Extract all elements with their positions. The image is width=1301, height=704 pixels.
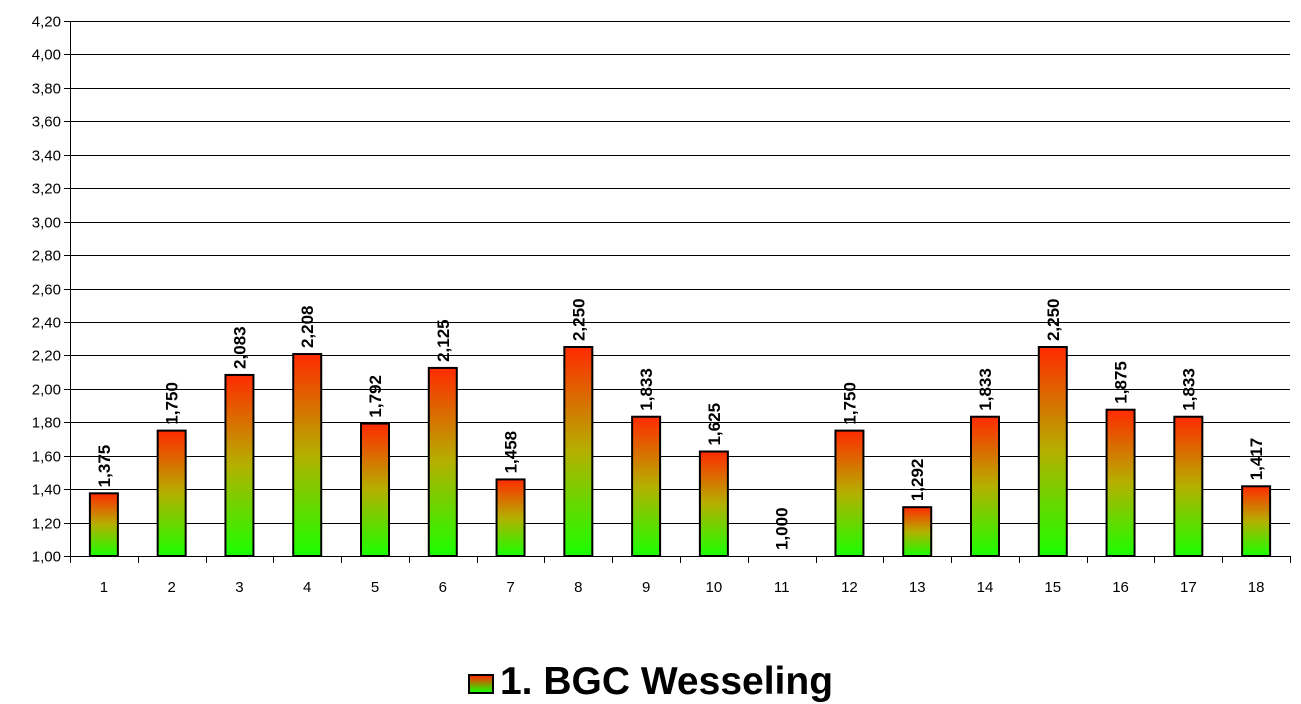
bar xyxy=(1173,415,1204,557)
bar xyxy=(834,429,865,557)
data-label: 1,000 xyxy=(773,507,792,550)
gridlines xyxy=(70,21,1290,557)
y-tick-label: 1,60 xyxy=(32,449,61,466)
bar xyxy=(970,415,1000,557)
data-label: 1,833 xyxy=(976,368,995,411)
y-tick-label: 3,00 xyxy=(32,215,61,232)
x-tick-label: 10 xyxy=(706,579,723,596)
data-label: 2,250 xyxy=(1044,298,1063,341)
y-axis: 1,00 1,20 1,40 1,60 1,80 2,00 2,20 2,40 2,60 2,80… xyxy=(32,14,71,566)
y-tick-label: 2,60 xyxy=(32,282,61,299)
y-tick-label: 2,00 xyxy=(32,382,61,399)
data-label: 2,125 xyxy=(434,319,453,362)
x-tick-label: 2 xyxy=(167,579,175,596)
bar xyxy=(1037,346,1068,557)
bar xyxy=(563,346,594,557)
bar xyxy=(1105,408,1136,557)
data-label: 2,208 xyxy=(298,305,317,348)
data-label: 1,792 xyxy=(366,375,385,418)
data-label: 1,750 xyxy=(840,382,859,425)
data-labels: 1,375 1,750 2,083 2,208 1,792 2,125 1,458 2,250… xyxy=(95,298,1266,550)
data-label: 1,625 xyxy=(705,403,724,446)
bar xyxy=(156,429,187,557)
data-label: 1,833 xyxy=(1179,368,1198,411)
bar xyxy=(1241,485,1272,557)
y-tick-label: 2,20 xyxy=(32,348,61,365)
y-tick-label: 4,00 xyxy=(32,47,61,64)
bar-chart: 1,00 1,20 1,40 1,60 1,80 2,00 2,20 2,40 2,60 2,80… xyxy=(32,14,1291,596)
x-tick-label: 17 xyxy=(1180,579,1197,596)
data-label: 1,417 xyxy=(1247,438,1266,481)
y-tick-label: 2,40 xyxy=(32,315,61,332)
bar xyxy=(427,366,458,557)
data-label: 2,250 xyxy=(569,298,588,341)
x-tick-label: 18 xyxy=(1248,579,1265,596)
y-tick-label: 1,40 xyxy=(32,482,61,499)
bar xyxy=(360,422,390,557)
x-tick-label: 12 xyxy=(841,579,858,596)
x-tick-label: 14 xyxy=(977,579,994,596)
x-tick-label: 1 xyxy=(100,579,108,596)
bar xyxy=(902,506,933,557)
y-tick-label: 3,60 xyxy=(32,114,61,131)
data-label: 1,375 xyxy=(95,445,114,488)
bar xyxy=(495,478,526,558)
y-tick-label: 2,80 xyxy=(32,248,61,265)
bar xyxy=(224,373,255,557)
legend-swatch xyxy=(467,674,494,694)
data-label: 1,750 xyxy=(163,382,182,425)
y-tick-label: 1,80 xyxy=(32,415,61,432)
x-tick-label: 4 xyxy=(303,579,311,596)
bar xyxy=(292,353,323,557)
legend: 1. BGC Wesseling xyxy=(0,660,1301,704)
y-tick-label: 3,80 xyxy=(32,81,61,98)
legend-label: 1. BGC Wesseling xyxy=(499,660,834,703)
data-label: 1,833 xyxy=(637,368,656,411)
bar xyxy=(88,492,119,557)
x-tick-label: 5 xyxy=(371,579,379,596)
x-tick-label: 9 xyxy=(642,579,650,596)
x-tick-label: 8 xyxy=(574,579,582,596)
x-tick-label: 15 xyxy=(1044,579,1061,596)
data-label: 2,083 xyxy=(230,326,249,369)
y-tick-label: 4,20 xyxy=(32,14,61,31)
data-label: 1,292 xyxy=(908,459,927,502)
bar xyxy=(631,415,662,557)
x-tick-label: 6 xyxy=(439,579,447,596)
x-tick-label: 3 xyxy=(235,579,243,596)
y-tick-label: 1,20 xyxy=(32,516,61,533)
data-label: 1,458 xyxy=(502,431,521,474)
y-tick-label: 3,40 xyxy=(32,148,61,165)
y-tick-label: 3,20 xyxy=(32,181,61,198)
x-axis: 1 2 3 4 5 6 7 8 9 10 11 12 13 14 15 16 17 18 xyxy=(70,556,1291,596)
y-tick-label: 1,00 xyxy=(32,549,61,566)
x-tick-label: 7 xyxy=(506,579,514,596)
x-tick-label: 13 xyxy=(909,579,926,596)
x-tick-label: 11 xyxy=(774,579,790,596)
data-label: 1,875 xyxy=(1112,361,1131,404)
x-tick-label: 16 xyxy=(1112,579,1129,596)
bar xyxy=(698,450,729,557)
bars xyxy=(88,346,1272,558)
